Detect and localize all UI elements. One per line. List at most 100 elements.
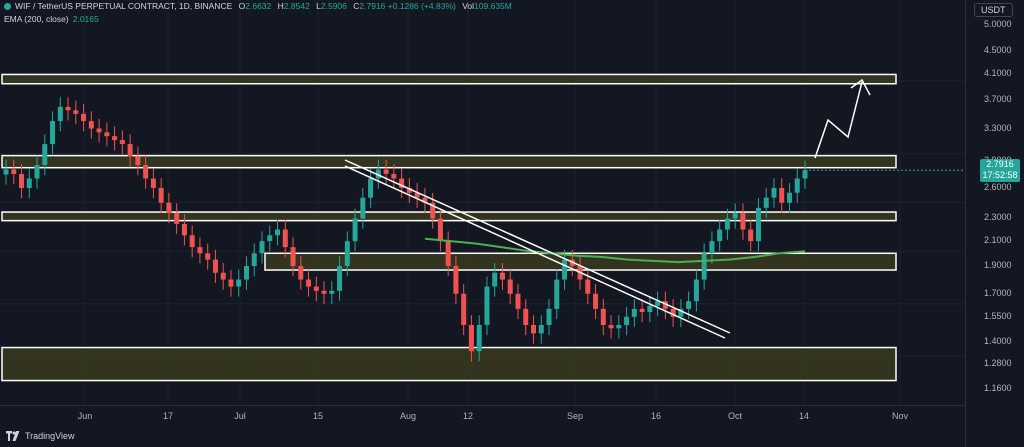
time-axis-label: Jun: [77, 411, 93, 421]
candle-body: [150, 178, 156, 188]
candle-body: [166, 202, 172, 214]
support-resistance-zone: [1, 211, 897, 222]
price-chart[interactable]: [0, 0, 965, 405]
candle-body: [290, 247, 296, 267]
candle-body: [143, 165, 149, 179]
candle-body: [616, 324, 622, 329]
price-axis-label: 2.6000: [984, 181, 1012, 192]
currency-badge[interactable]: USDT: [974, 3, 1013, 17]
chart-canvas[interactable]: [0, 0, 965, 405]
candle-body: [647, 305, 653, 313]
candle-body: [686, 301, 692, 309]
support-resistance-zone: [1, 154, 897, 169]
candle-body: [631, 308, 637, 317]
candle-body: [530, 324, 536, 334]
open-value: 2.6632: [245, 1, 272, 11]
candle-body: [786, 192, 792, 203]
price-axis-label: 3.3000: [984, 122, 1012, 133]
candle-body: [414, 192, 420, 198]
candle-body: [593, 293, 599, 309]
candle-body: [313, 286, 319, 291]
price-axis-label: 4.1000: [984, 68, 1012, 79]
price-axis-label: 5.0000: [984, 19, 1012, 29]
time-axis-label: Aug: [399, 411, 417, 421]
time-axis[interactable]: Jun 17 Jul 15 Aug 12 Sep 16 Oct 14 Nov: [0, 405, 965, 428]
candle-body: [608, 324, 614, 329]
price-axis-label: 1.2800: [984, 358, 1012, 369]
candle-body: [771, 187, 777, 198]
candle-body: [748, 229, 754, 242]
support-resistance-zone: [1, 73, 897, 85]
candle-body: [492, 272, 498, 287]
candle-body: [282, 229, 288, 248]
candle-body: [174, 213, 180, 224]
candle-body: [127, 144, 133, 157]
trendline: [344, 165, 726, 339]
candle-body: [554, 279, 560, 309]
symbol-title[interactable]: WIF / TetherUS PERPETUAL CONTRACT, 1D, B…: [15, 1, 233, 11]
price-axis-label: 1.4000: [984, 336, 1012, 347]
price-axis-label: 3.7000: [984, 94, 1012, 105]
candle-body: [42, 144, 48, 166]
candle-body: [476, 324, 482, 352]
projection-path: [814, 81, 863, 159]
last-price-tag: 2.7916 17:52:58: [980, 159, 1020, 183]
candle-body: [50, 121, 56, 145]
candle-body: [515, 293, 521, 309]
candle-body: [499, 272, 505, 280]
candle-body: [368, 178, 374, 198]
ema-label: EMA (200, close): [4, 14, 69, 24]
candle-body: [197, 247, 203, 254]
candle-body: [468, 324, 474, 352]
candle-body: [135, 156, 141, 166]
candle-body: [236, 279, 242, 287]
candle-body: [445, 241, 451, 267]
time-axis-label: 17: [162, 411, 174, 421]
candle-body: [243, 266, 249, 280]
candle-body: [724, 218, 730, 230]
candle-body: [96, 128, 102, 133]
candle-body: [802, 170, 808, 179]
candle-body: [670, 308, 676, 317]
ema-legend[interactable]: EMA (200, close) 2.0165: [4, 14, 99, 24]
candle-body: [655, 301, 661, 306]
candle-body: [344, 241, 350, 267]
candle-body: [662, 301, 668, 309]
candle-body: [732, 213, 738, 219]
candle-body: [352, 218, 358, 242]
candle-body: [329, 290, 335, 294]
tradingview-branding[interactable]: TradingView: [6, 431, 75, 441]
candle-body: [453, 266, 459, 294]
candle-body: [375, 169, 381, 179]
time-axis-label: 15: [312, 411, 324, 421]
candle-body: [794, 178, 800, 193]
candle-body: [693, 279, 699, 302]
candle-body: [11, 169, 17, 174]
candle-body: [585, 279, 591, 294]
symbol-header: WIF / TetherUS PERPETUAL CONTRACT, 1D, B…: [4, 1, 512, 11]
candle-body: [523, 308, 529, 325]
candle-body: [73, 110, 79, 114]
volume-label: Vol: [462, 1, 475, 11]
candle-body: [437, 218, 443, 242]
last-price-value: 2.7916: [986, 159, 1014, 170]
price-axis[interactable]: USDT 5.00004.50004.10003.70003.30002.900…: [965, 0, 1024, 447]
candle-body: [624, 316, 630, 325]
price-axis-label: 2.1000: [984, 235, 1012, 246]
high-value: 2.8542: [283, 1, 310, 11]
candle-body: [104, 132, 110, 137]
price-axis-label: 1.1600: [984, 383, 1012, 393]
low-value: 2.5906: [320, 1, 347, 11]
time-axis-label: 12: [462, 411, 474, 421]
time-axis-label: Oct: [727, 411, 743, 421]
candle-body: [181, 223, 187, 236]
tradingview-logo-icon: [6, 431, 20, 441]
candle-body: [112, 136, 118, 141]
ema-200-line: [424, 237, 806, 264]
bar-countdown: 17:52:58: [982, 170, 1018, 181]
candle-body: [26, 178, 32, 188]
candle-body: [267, 235, 273, 242]
candle-body: [65, 106, 71, 111]
candle-body: [88, 121, 94, 129]
change-value: +0.1286 (+4.83%): [387, 1, 456, 11]
